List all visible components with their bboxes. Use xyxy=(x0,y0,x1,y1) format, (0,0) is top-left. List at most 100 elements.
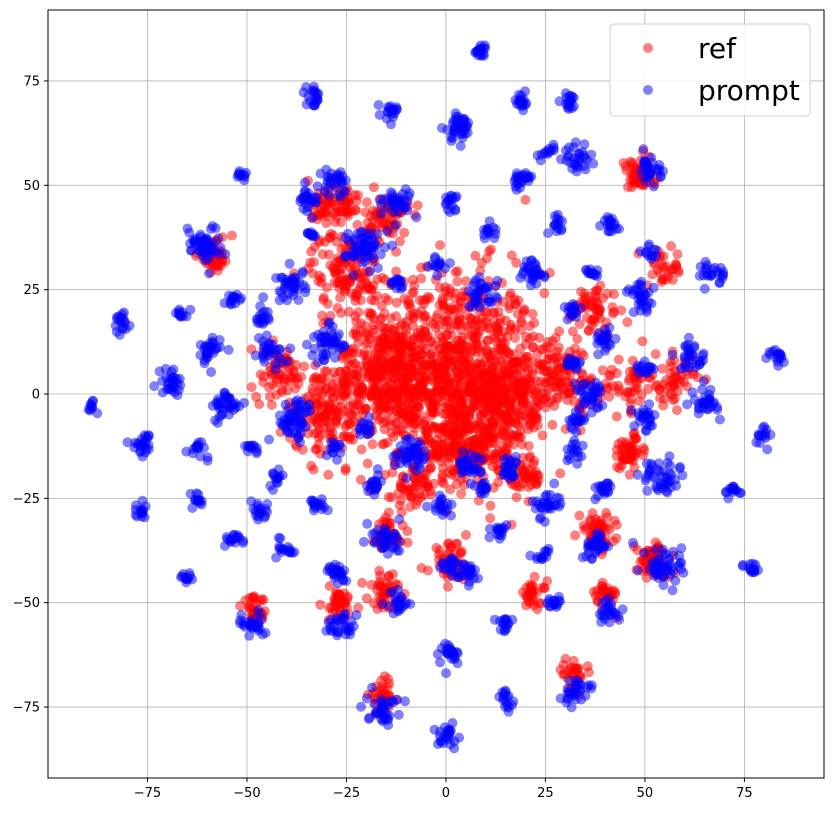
point-prompt xyxy=(698,376,709,387)
point-prompt xyxy=(484,523,495,534)
point-ref xyxy=(361,593,372,604)
point-ref xyxy=(419,419,429,430)
point-prompt xyxy=(646,362,657,373)
point-prompt xyxy=(605,481,616,492)
point-ref xyxy=(673,267,684,278)
point-ref xyxy=(456,332,467,343)
point-ref xyxy=(343,401,354,412)
point-ref xyxy=(475,410,486,421)
point-ref xyxy=(431,451,442,462)
point-prompt xyxy=(161,372,172,383)
point-ref xyxy=(406,359,417,370)
point-ref xyxy=(522,470,533,481)
point-ref xyxy=(308,464,319,475)
point-ref xyxy=(442,372,453,383)
point-ref xyxy=(379,438,390,449)
point-prompt xyxy=(370,484,381,495)
point-ref xyxy=(617,445,627,455)
point-prompt xyxy=(674,463,685,474)
point-prompt xyxy=(302,228,313,238)
point-prompt xyxy=(759,431,770,441)
point-ref xyxy=(637,336,648,347)
point-ref xyxy=(372,274,383,285)
point-prompt xyxy=(475,487,485,497)
point-ref xyxy=(552,352,563,363)
point-ref xyxy=(452,276,463,287)
point-prompt xyxy=(223,344,234,355)
point-ref xyxy=(553,371,564,381)
point-prompt xyxy=(316,332,327,343)
point-ref xyxy=(486,450,497,461)
point-prompt xyxy=(284,547,295,558)
point-prompt xyxy=(358,536,369,547)
point-prompt xyxy=(403,447,414,458)
point-ref xyxy=(335,217,346,228)
point-prompt xyxy=(327,335,338,345)
point-prompt xyxy=(715,262,726,273)
point-ref xyxy=(255,369,266,380)
point-ref xyxy=(524,374,535,385)
point-ref xyxy=(407,320,418,331)
point-prompt xyxy=(384,103,395,114)
point-prompt xyxy=(479,233,490,244)
point-ref xyxy=(618,158,629,168)
point-ref xyxy=(360,274,371,285)
point-ref xyxy=(407,341,418,352)
point-ref xyxy=(519,396,530,406)
point-prompt xyxy=(389,460,400,470)
point-prompt xyxy=(256,315,267,325)
point-prompt xyxy=(253,333,264,343)
point-ref xyxy=(299,361,310,372)
point-prompt xyxy=(658,549,669,560)
point-prompt xyxy=(754,438,765,448)
point-ref xyxy=(472,330,483,341)
point-ref xyxy=(404,395,415,406)
point-ref xyxy=(394,236,405,247)
point-prompt xyxy=(707,264,718,275)
point-prompt xyxy=(239,171,250,182)
point-prompt xyxy=(333,174,344,185)
point-ref xyxy=(455,398,466,409)
point-prompt xyxy=(213,233,224,244)
point-ref xyxy=(446,304,457,315)
point-ref xyxy=(424,464,435,475)
point-ref xyxy=(532,604,543,615)
point-prompt xyxy=(274,295,285,306)
point-prompt xyxy=(261,330,272,341)
point-ref xyxy=(613,354,624,365)
point-ref xyxy=(379,308,390,319)
point-prompt xyxy=(430,251,440,262)
point-prompt xyxy=(411,212,422,223)
point-prompt xyxy=(275,533,286,544)
point-ref xyxy=(375,685,386,696)
point-prompt xyxy=(390,220,401,231)
point-prompt xyxy=(604,226,615,237)
point-ref xyxy=(461,276,471,287)
point-ref xyxy=(531,403,542,413)
point-ref xyxy=(485,513,496,524)
point-prompt xyxy=(335,191,346,202)
point-ref xyxy=(425,407,436,418)
point-prompt xyxy=(653,573,664,584)
point-prompt xyxy=(501,520,512,531)
point-prompt xyxy=(542,501,553,512)
point-prompt xyxy=(749,564,760,574)
point-prompt xyxy=(280,399,291,410)
point-ref xyxy=(436,440,447,451)
point-prompt xyxy=(592,393,603,404)
point-prompt xyxy=(293,295,304,305)
point-prompt xyxy=(666,469,677,480)
point-prompt xyxy=(191,441,202,452)
point-prompt xyxy=(86,400,96,411)
point-prompt xyxy=(525,550,536,561)
point-ref xyxy=(444,538,454,549)
point-ref xyxy=(343,416,354,427)
point-ref xyxy=(432,309,443,320)
point-ref xyxy=(495,355,506,366)
point-prompt xyxy=(324,317,335,328)
point-prompt xyxy=(139,512,150,523)
point-ref xyxy=(379,360,390,371)
point-prompt xyxy=(483,296,494,307)
point-ref xyxy=(456,546,467,557)
point-ref xyxy=(518,308,528,319)
